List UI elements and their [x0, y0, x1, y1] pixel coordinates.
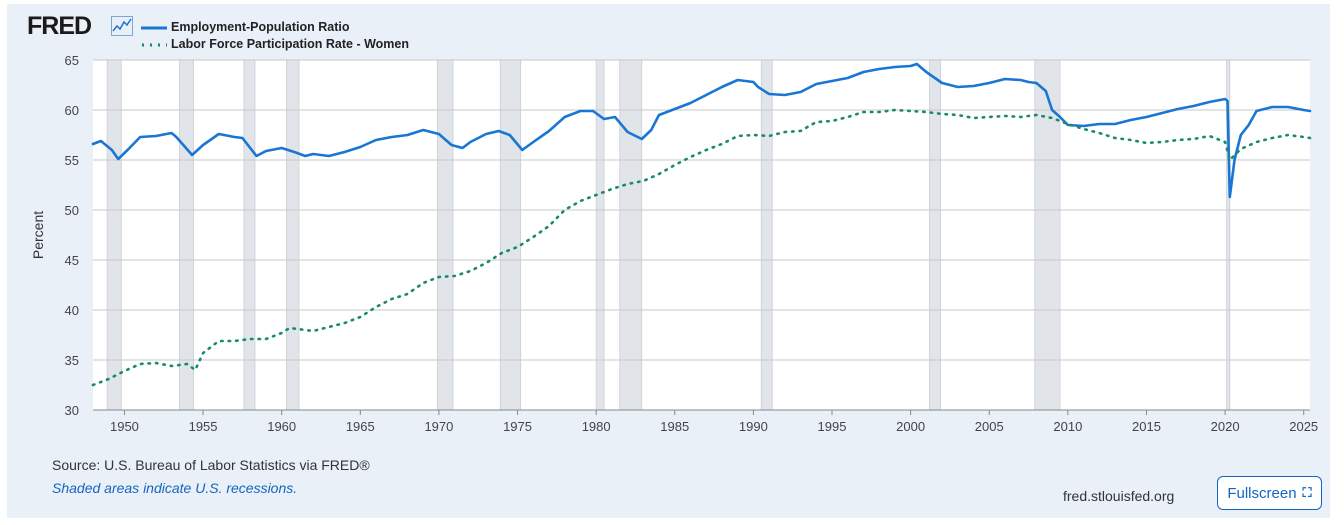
- x-tick-label-1955: 1955: [189, 419, 218, 434]
- x-tick-label-1975: 1975: [503, 419, 532, 434]
- recession-band-8: [760, 59, 773, 411]
- legend-swatch-dotted: [141, 39, 167, 49]
- recession-band-5: [499, 59, 522, 411]
- fullscreen-label: Fullscreen: [1227, 484, 1297, 502]
- recessions-note: Shaded areas indicate U.S. recessions.: [52, 480, 298, 496]
- recession-band-0: [106, 59, 122, 411]
- recession-band-7: [619, 59, 643, 411]
- x-tick-label-1985: 1985: [660, 419, 689, 434]
- recession-band-4: [436, 59, 454, 411]
- recession-band-10: [1034, 59, 1061, 411]
- y-tick-label-50: 50: [65, 203, 79, 218]
- recession-band-2: [243, 59, 256, 411]
- y-tick-label-40: 40: [65, 303, 79, 318]
- x-tick-label-2010: 2010: [1053, 419, 1082, 434]
- recession-band-6: [595, 59, 605, 411]
- legend-label-employment: Employment-Population Ratio: [171, 19, 350, 34]
- site-url[interactable]: fred.stlouisfed.org: [1063, 488, 1175, 504]
- y-tick-label-55: 55: [65, 153, 79, 168]
- y-tick-label-45: 45: [65, 253, 79, 268]
- series-line-1: [91, 108, 1312, 387]
- source-note: Source: U.S. Bureau of Labor Statistics …: [52, 457, 370, 473]
- x-tick-label-1980: 1980: [582, 419, 611, 434]
- x-tick-label-2005: 2005: [975, 419, 1004, 434]
- legend-item-employment: Employment-Population Ratio: [141, 18, 409, 35]
- x-tick-label-1965: 1965: [346, 419, 375, 434]
- chart-frame: 30 35 40 45 50 55 60 65 1950 1955 1960 1965 1970 1975…: [7, 4, 1330, 518]
- expand-icon: ⛶: [1302, 485, 1312, 500]
- x-tick-label-2015: 2015: [1132, 419, 1161, 434]
- fullscreen-button[interactable]: Fullscreen ⛶: [1217, 476, 1322, 510]
- x-tick-label-1995: 1995: [818, 419, 847, 434]
- legend: Employment-Population Ratio Labor Force …: [141, 18, 409, 52]
- recession-band-1: [179, 59, 195, 411]
- recession-band-3: [285, 59, 300, 411]
- y-tick-label-35: 35: [65, 353, 79, 368]
- y-axis-label: Percent: [30, 211, 46, 259]
- x-tick-label-2025: 2025: [1289, 419, 1318, 434]
- series-line-0: [91, 62, 1312, 199]
- chart-canvas: 30 35 40 45 50 55 60 65 1950 1955 1960 1965 1970 1975…: [30, 53, 1318, 434]
- y-tick-label-30: 30: [65, 403, 79, 418]
- y-tick-label-60: 60: [65, 103, 79, 118]
- y-tick-label-65: 65: [65, 53, 79, 68]
- x-tick-label-1970: 1970: [424, 419, 453, 434]
- fred-graph-icon: [111, 16, 133, 36]
- x-tick-label-1960: 1960: [267, 419, 296, 434]
- x-tick-label-2000: 2000: [896, 419, 925, 434]
- legend-item-women-lfpr: Labor Force Participation Rate - Women: [141, 35, 409, 52]
- x-tick-label-1990: 1990: [739, 419, 768, 434]
- x-tick-label-1950: 1950: [110, 419, 139, 434]
- fred-logo[interactable]: FRED: [27, 12, 92, 40]
- legend-swatch-solid: [141, 22, 167, 32]
- plot-area: [93, 60, 1310, 410]
- x-tick-label-2020: 2020: [1211, 419, 1240, 434]
- legend-label-women-lfpr: Labor Force Participation Rate - Women: [171, 36, 410, 51]
